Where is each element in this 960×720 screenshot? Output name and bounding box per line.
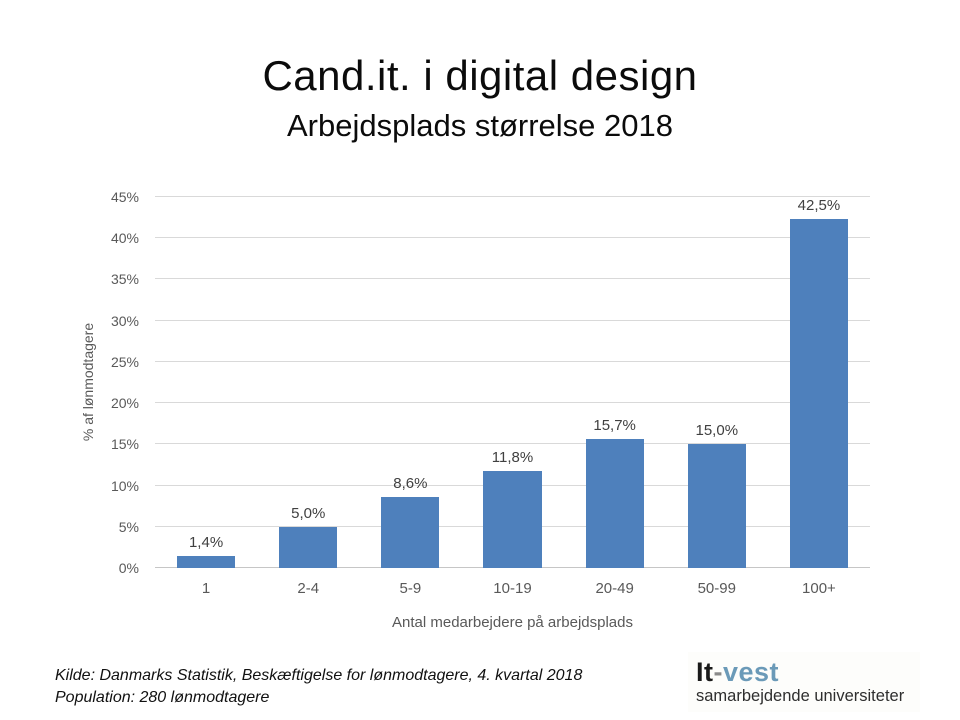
gridline — [155, 196, 870, 197]
logo-tagline: samarbejdende universiteter — [696, 687, 905, 706]
x-category-label: 50-99 — [697, 580, 736, 597]
y-tick-label: 35% — [110, 271, 139, 288]
itvest-logo: It-vest samarbejdende universiteter — [688, 652, 920, 713]
x-category-label: 100+ — [802, 580, 836, 597]
gridline — [155, 319, 870, 321]
plot-area: 1,4% 5,0% 8,6% 11,8% 15,7% 15,0% 42,5% — [155, 196, 870, 568]
gridline — [155, 402, 870, 404]
y-tick-label: 45% — [110, 189, 139, 205]
y-tick-label: 15% — [110, 436, 139, 453]
bar-slot: 8,6% — [359, 197, 461, 568]
bar-value-label: 15,7% — [593, 416, 636, 434]
source-line-1: Kilde: Danmarks Statistik, Beskæftigelse… — [55, 667, 583, 684]
logo-hyphen: - — [713, 657, 723, 687]
slide-subtitle: Arbejdsplads størrelse 2018 — [287, 108, 673, 143]
logo-vest: vest — [723, 657, 780, 687]
y-axis-title: % af lønmodtagere — [80, 322, 96, 442]
y-tick-label: 5% — [118, 518, 139, 535]
y-tick-label: 10% — [110, 477, 139, 494]
bar-value-label: 8,6% — [393, 475, 428, 493]
gridline — [155, 237, 870, 239]
x-axis-title: Antal medarbejdere på arbejdsplads — [392, 614, 633, 631]
bar-slot: 15,7% — [564, 197, 666, 568]
y-tick-label: 40% — [110, 230, 139, 247]
source-note: Kilde: Danmarks Statistik, Beskæftigelse… — [55, 665, 582, 709]
bar — [585, 438, 644, 568]
bar-value-label: 15,0% — [695, 422, 739, 440]
y-tick-label: 25% — [110, 353, 139, 370]
bar-slot: 5,0% — [257, 197, 359, 568]
y-tick-label: 0% — [118, 560, 139, 576]
bar — [381, 497, 440, 568]
x-category-label: 1 — [201, 580, 211, 597]
x-axis-category-labels: 1 2-4 5-9 10-19 20-49 50-99 100+ — [155, 580, 870, 597]
x-category-label: 5-9 — [399, 580, 422, 597]
bar-slot: 42,5% — [768, 197, 870, 568]
bar-value-label: 42,5% — [797, 197, 841, 214]
y-axis-tick-labels: 0% 5% 10% 15% 20% 25% 30% 35% 40% 45% — [95, 189, 147, 576]
bar-series: 1,4% 5,0% 8,6% 11,8% 15,7% 15,0% 42,5% — [155, 197, 870, 568]
bar — [483, 470, 542, 568]
x-category-label: 20-49 — [595, 580, 634, 597]
x-category-label: 2-4 — [297, 580, 320, 597]
bar-slot: 1,4% — [155, 197, 257, 568]
bar — [176, 556, 236, 568]
gridline — [155, 278, 870, 280]
bar-value-label: 1,4% — [188, 534, 224, 552]
logo-it: It — [696, 657, 714, 687]
bar — [279, 526, 338, 568]
logo-wordmark: It-vest — [696, 658, 912, 686]
x-category-label: 10-19 — [493, 580, 532, 597]
gridline — [155, 443, 870, 445]
bar-slot: 15,0% — [666, 197, 768, 568]
bar-value-label: 11,8% — [491, 448, 534, 466]
y-tick-label: 30% — [110, 312, 139, 329]
bar — [687, 444, 746, 568]
y-tick-label: 20% — [110, 395, 139, 412]
bar — [789, 219, 849, 568]
slide-title: Cand.it. i digital design — [262, 52, 698, 99]
source-line-2: Population: 280 lønmodtagere — [55, 689, 270, 707]
bar-slot: 11,8% — [461, 197, 563, 568]
bar-value-label: 5,0% — [291, 504, 326, 522]
gridline — [155, 360, 870, 362]
